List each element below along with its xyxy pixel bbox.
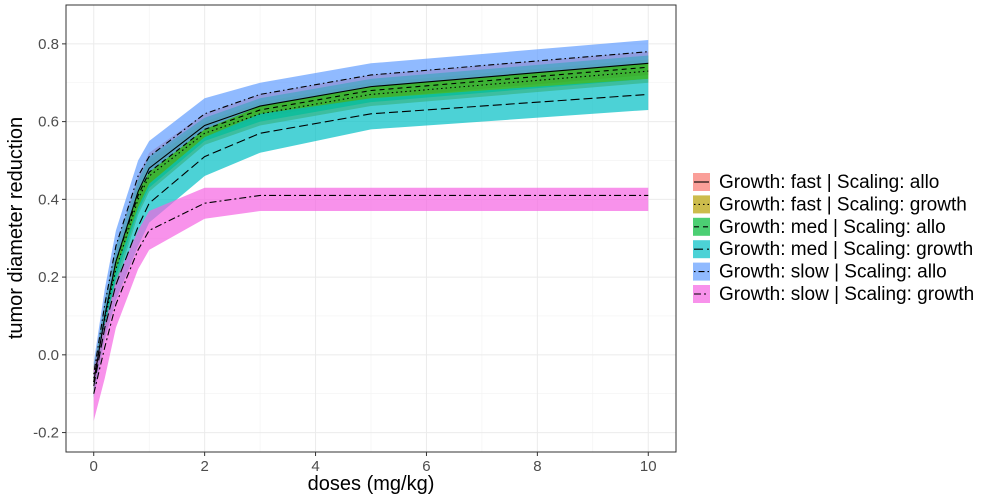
legend-label: Growth: fast | Scaling: growth [719, 194, 967, 215]
y-tick-label: 0.4 [38, 191, 59, 208]
x-axis-title: doses (mg/kg) [308, 473, 435, 495]
legend-label: Growth: fast | Scaling: allo [719, 172, 939, 193]
series-lines [93, 51, 649, 394]
line-series-2 [93, 70, 649, 379]
x-tick-label: 2 [200, 458, 208, 475]
legend-label: Growth: slow | Scaling: allo [719, 262, 947, 283]
line-series-3 [93, 66, 649, 383]
x-tick-label: 6 [422, 458, 430, 475]
legend-key-fill [693, 285, 710, 303]
y-tick-label: 0.6 [38, 114, 59, 131]
y-tick-label: 0.2 [38, 269, 59, 286]
legend-label: Growth: med | Scaling: growth [719, 239, 973, 260]
x-tick-label: 8 [533, 458, 541, 475]
legend-key-fill [693, 217, 710, 236]
legend-label: Growth: med | Scaling: allo [719, 217, 946, 238]
y-tick-label: 0.8 [38, 36, 59, 53]
y-tick-label: -0.2 [33, 425, 59, 442]
x-axis: 0 2 4 6 8 10 [90, 452, 657, 475]
x-tick-label: 0 [90, 458, 98, 475]
plot-border [65, 4, 677, 453]
legend-label: Growth: slow | Scaling: growth [719, 284, 974, 305]
legend-key-fill [693, 195, 710, 214]
y-axis: -0.2 0.0 0.2 0.4 0.6 0.8 [33, 36, 66, 442]
line-series-6 [93, 194, 649, 394]
y-axis-title: tumor diameter reduction [5, 117, 27, 339]
x-tick-label: 10 [640, 458, 657, 475]
ribbons [93, 39, 649, 421]
ribbon-series-4 [93, 78, 649, 398]
line-series-5 [93, 51, 649, 375]
x-tick-label: 4 [311, 458, 319, 475]
ribbon-series-6 [93, 187, 649, 421]
y-tick-label: 0.0 [38, 347, 59, 364]
